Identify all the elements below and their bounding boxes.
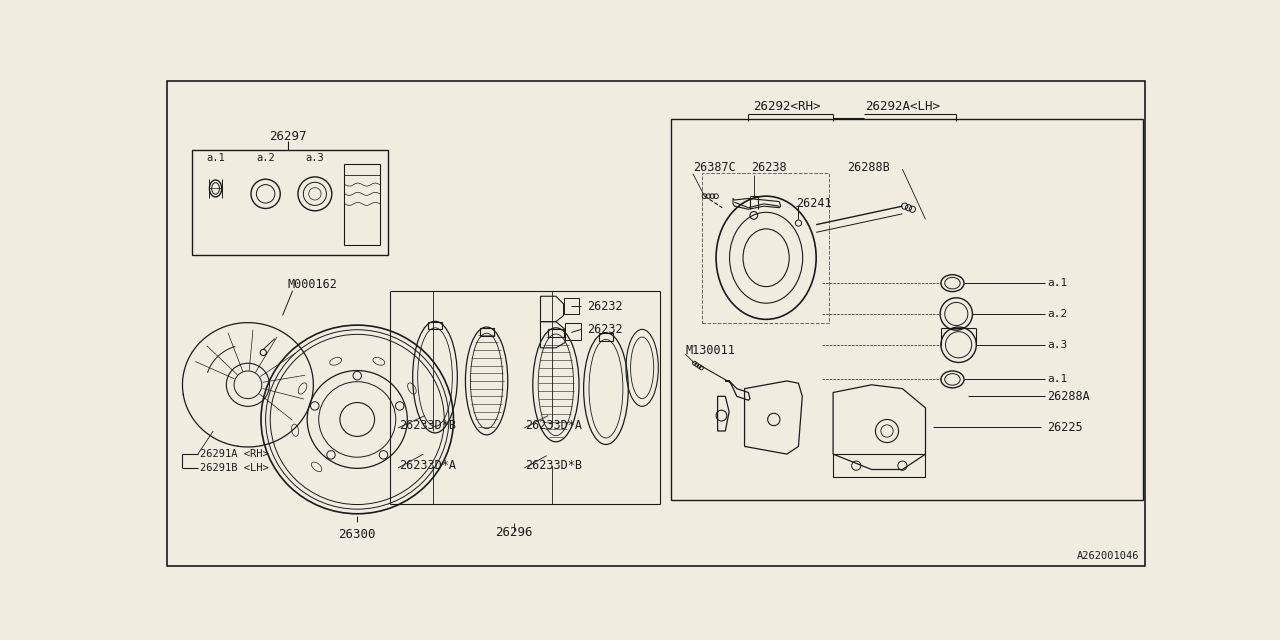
Text: a.2: a.2	[1047, 309, 1068, 319]
Text: a.1: a.1	[206, 154, 225, 163]
Text: 26291B <LH>: 26291B <LH>	[200, 463, 269, 473]
Text: 26225: 26225	[1047, 420, 1083, 434]
Text: 26233D*A: 26233D*A	[525, 419, 582, 432]
Text: 26233D*B: 26233D*B	[399, 419, 456, 432]
Text: a.3: a.3	[306, 154, 324, 163]
Text: 26292<RH>: 26292<RH>	[753, 100, 820, 113]
Text: 26387C: 26387C	[692, 161, 736, 174]
Bar	[563, 298, 579, 314]
Bar	[192, 150, 388, 255]
Text: 26291A <RH>: 26291A <RH>	[200, 449, 269, 459]
Text: A262001046: A262001046	[1076, 551, 1139, 561]
Bar	[566, 323, 581, 340]
Text: 26233D*A: 26233D*A	[399, 459, 456, 472]
Bar	[672, 119, 1143, 500]
Text: 26297: 26297	[269, 129, 307, 143]
Text: M130011: M130011	[685, 344, 735, 356]
Text: 26232: 26232	[586, 300, 622, 313]
Text: 26292A<LH>: 26292A<LH>	[865, 100, 940, 113]
Text: 26288B: 26288B	[847, 161, 890, 174]
Text: 26241: 26241	[796, 197, 832, 211]
Text: 26300: 26300	[338, 529, 376, 541]
Text: a.1: a.1	[1047, 374, 1068, 385]
Bar	[833, 454, 925, 477]
Text: 26288A: 26288A	[1047, 390, 1089, 403]
Text: a.2: a.2	[256, 154, 275, 163]
Text: a.1: a.1	[1047, 278, 1068, 288]
Text: 26233D*B: 26233D*B	[525, 459, 582, 472]
Text: a.3: a.3	[1047, 340, 1068, 349]
Text: 26296: 26296	[495, 526, 532, 539]
Text: 26232: 26232	[586, 323, 622, 336]
Text: M000162: M000162	[288, 278, 338, 291]
Bar	[344, 164, 380, 244]
Text: 26238: 26238	[750, 161, 786, 174]
Bar	[703, 173, 829, 323]
